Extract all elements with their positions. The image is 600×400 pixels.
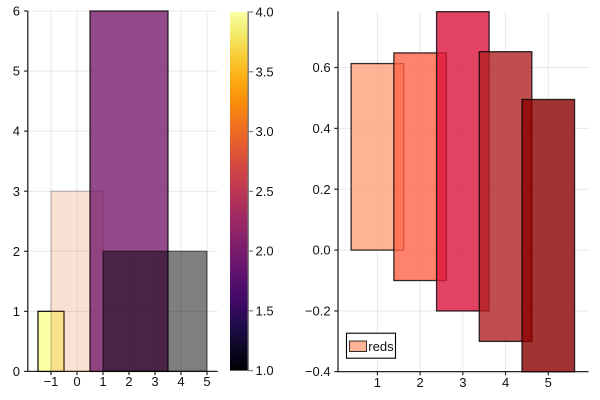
svg-text:3.0: 3.0	[256, 124, 274, 139]
svg-text:0.0: 0.0	[313, 243, 331, 258]
svg-text:1: 1	[13, 304, 20, 319]
svg-text:0.2: 0.2	[313, 182, 331, 197]
svg-text:4: 4	[502, 375, 509, 390]
svg-text:0: 0	[13, 364, 20, 379]
svg-text:1.5: 1.5	[256, 303, 274, 318]
svg-text:1.0: 1.0	[256, 363, 274, 378]
svg-text:5: 5	[203, 374, 210, 389]
svg-text:−1: −1	[44, 374, 59, 389]
svg-text:4.0: 4.0	[256, 5, 274, 20]
svg-text:reds: reds	[368, 339, 394, 354]
svg-text:−0.4: −0.4	[305, 364, 331, 379]
svg-text:2: 2	[417, 375, 424, 390]
svg-text:4: 4	[13, 124, 20, 139]
svg-text:1: 1	[374, 375, 381, 390]
svg-text:3: 3	[13, 184, 20, 199]
svg-text:6: 6	[13, 4, 20, 19]
svg-text:1: 1	[99, 374, 106, 389]
svg-text:−0.2: −0.2	[305, 304, 331, 319]
svg-text:0: 0	[73, 374, 80, 389]
svg-text:0.4: 0.4	[313, 121, 331, 136]
svg-text:5: 5	[13, 64, 20, 79]
svg-text:4: 4	[177, 374, 184, 389]
svg-text:2.0: 2.0	[256, 244, 274, 259]
svg-text:2.5: 2.5	[256, 184, 274, 199]
svg-text:3: 3	[459, 375, 466, 390]
svg-text:0.6: 0.6	[313, 60, 331, 75]
svg-text:3.5: 3.5	[256, 64, 274, 79]
svg-text:2: 2	[125, 374, 132, 389]
svg-text:3: 3	[151, 374, 158, 389]
svg-text:2: 2	[13, 244, 20, 259]
svg-text:5: 5	[545, 375, 552, 390]
